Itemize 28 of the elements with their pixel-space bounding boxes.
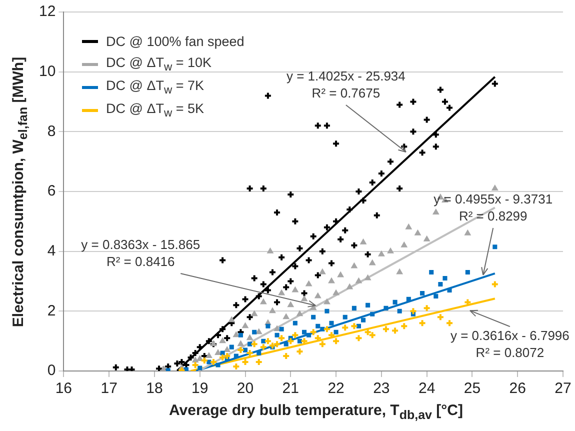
y-tick-label: 6 bbox=[47, 182, 56, 200]
x-tick-label: 22 bbox=[328, 380, 344, 398]
y-tick-label: 12 bbox=[38, 3, 56, 20]
x-tick-label: 20 bbox=[236, 380, 254, 398]
legend-label: DC @ ΔT$_{w}$ = 7K bbox=[106, 78, 204, 97]
legend-label: DC @ 100% fan speed bbox=[106, 34, 244, 49]
y-tick-label: 0 bbox=[47, 362, 56, 380]
x-tick-label: 27 bbox=[554, 380, 572, 398]
x-tick-label: 25 bbox=[464, 380, 481, 398]
y-tick-label: 8 bbox=[47, 122, 56, 140]
annotation: y = 0.8363x - 15.865 R² = 0.8416 bbox=[81, 237, 200, 270]
x-tick-label: 23 bbox=[373, 380, 390, 398]
annotation: y = 0.3616x - 6.7996 R² = 0.8072 bbox=[450, 328, 570, 360]
x-tick-label: 18 bbox=[146, 380, 163, 398]
y-tick-label: 10 bbox=[38, 62, 56, 80]
y-tick-label: 4 bbox=[47, 242, 56, 260]
x-tick-label: 24 bbox=[418, 380, 436, 398]
legend-label: DC @ ΔT$_{w}$ = 5K bbox=[106, 101, 204, 120]
annotation: y = 1.4025x - 25.934 R² = 0.7675 bbox=[286, 68, 406, 101]
x-tick-label: 26 bbox=[509, 380, 526, 398]
x-tick-label: 19 bbox=[192, 380, 208, 398]
x-tick-label: 17 bbox=[100, 380, 118, 398]
x-tick-label: 21 bbox=[282, 380, 299, 398]
x-tick-label: 16 bbox=[55, 380, 72, 398]
y-tick-label: 2 bbox=[47, 302, 56, 320]
x-axis-title: Average dry bulb temperature, T$_{db,av}$ [°C] bbox=[168, 402, 464, 422]
legend-label: DC @ ΔT$_{w}$ = 10K bbox=[106, 55, 212, 74]
annotation: y = 0.4955x - 9.3731 R² = 0.8299 bbox=[434, 192, 553, 224]
